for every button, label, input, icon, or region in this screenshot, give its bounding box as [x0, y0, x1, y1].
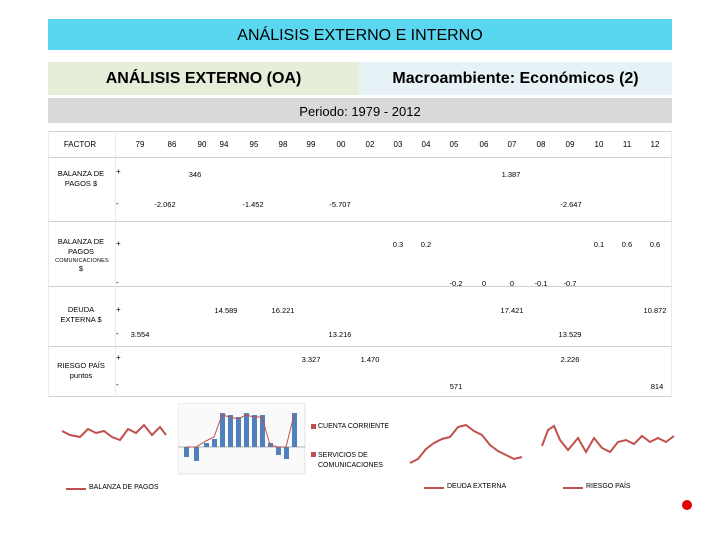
value-negative: 571 [449, 382, 463, 391]
year-header: 12 [650, 140, 660, 149]
main-title: ANÁLISIS EXTERNO E INTERNO [48, 19, 672, 50]
row-label-deuda-externa: DEUDA EXTERNA $ [60, 305, 102, 324]
value-negative: -5.707 [329, 200, 351, 209]
year-header: 05 [449, 140, 459, 149]
value-negative: 0 [481, 279, 487, 288]
value-positive: 14.589 [214, 306, 238, 315]
plus-sign: + [116, 239, 121, 248]
value-positive: 0.1 [593, 240, 605, 249]
value-positive: 10.872 [643, 306, 667, 315]
row-label-balanza-comunicaciones: BALANZA DE PAGOS [57, 237, 105, 256]
value-positive: 17.421 [500, 306, 524, 315]
value-negative: 3.554 [130, 330, 150, 339]
legend-line-deuda [424, 487, 444, 489]
period-label: Periodo: 1979 - 2012 [48, 98, 672, 123]
legend-line-balanza [66, 488, 86, 490]
value-negative: 0 [509, 279, 515, 288]
legend-servicios-comunicaciones: SERVICIOS DE COMUNICACIONES [318, 452, 383, 469]
year-header: 04 [421, 140, 431, 149]
row-unit: $ [78, 264, 84, 273]
factor-header: FACTOR [63, 140, 97, 149]
value-negative: -0.2 [449, 279, 463, 288]
year-header: 07 [507, 140, 517, 149]
riesgo-pais-line [541, 424, 675, 455]
legend-balanza-pagos: BALANZA DE PAGOS [89, 484, 159, 491]
balanza-sparkline [61, 423, 167, 442]
year-header: 00 [336, 140, 346, 149]
year-header: 86 [167, 140, 177, 149]
row-sublabel-puntos: puntos [69, 371, 93, 380]
year-header: 90 [197, 140, 207, 149]
plus-sign: + [116, 305, 121, 314]
row-label-riesgo-pais: RIESGO PAÍS [57, 361, 105, 370]
macro-environment-subtitle: Macroambiente: Económicos (2) [359, 62, 672, 95]
value-negative: -1.452 [242, 200, 264, 209]
legend-cuenta-corriente: CUENTA CORRIENTE [318, 423, 390, 430]
minus-sign: - [116, 380, 119, 389]
value-positive: 0.6 [621, 240, 633, 249]
legend-swatch [311, 424, 316, 429]
year-header: 10 [594, 140, 604, 149]
row-label-balanza-pagos: BALANZA DE PAGOS $ [57, 169, 105, 188]
value-positive: 1.470 [360, 355, 380, 364]
value-negative: 13.529 [558, 330, 582, 339]
year-header: 79 [135, 140, 145, 149]
legend-deuda-externa: DEUDA EXTERNA [447, 483, 507, 490]
value-positive: 2.226 [560, 355, 580, 364]
legend-swatch [311, 452, 316, 457]
year-header: 11 [622, 140, 632, 149]
year-header: 02 [365, 140, 375, 149]
value-negative: -2.647 [560, 200, 582, 209]
year-header: 03 [393, 140, 403, 149]
value-positive: 3.327 [301, 355, 321, 364]
minus-sign: - [116, 278, 119, 287]
comunicaciones-bar-chart [178, 403, 306, 475]
red-marker-dot [682, 500, 692, 510]
legend-line-riesgo [563, 487, 583, 489]
minus-sign: - [116, 199, 119, 208]
value-negative: -0.1 [534, 279, 548, 288]
deuda-externa-line [409, 423, 523, 464]
value-positive: 16.221 [271, 306, 295, 315]
value-positive: 1.387 [501, 170, 521, 179]
value-positive: 346 [188, 170, 202, 179]
year-header: 99 [306, 140, 316, 149]
value-negative: 814 [650, 382, 664, 391]
value-negative: -0.7 [563, 279, 577, 288]
minus-sign: - [116, 329, 119, 338]
year-header: 94 [219, 140, 229, 149]
value-positive: 0.6 [649, 240, 661, 249]
external-analysis-subtitle: ANÁLISIS EXTERNO (OA) [48, 62, 359, 95]
year-header: 06 [479, 140, 489, 149]
plus-sign: + [116, 353, 121, 362]
value-positive: 0.3 [392, 240, 404, 249]
plus-sign: + [116, 167, 121, 176]
value-negative: -2.062 [154, 200, 176, 209]
year-header: 08 [536, 140, 546, 149]
year-header: 98 [278, 140, 288, 149]
value-negative: 13.216 [328, 330, 352, 339]
economic-indicators-table: FACTOR 79 86 90 94 95 98 99 00 02 03 04 … [48, 131, 672, 397]
row-sublabel-comunicaciones: COMUNICACIONES [55, 258, 109, 264]
value-positive: 0.2 [420, 240, 432, 249]
year-header: 09 [565, 140, 575, 149]
year-header: 95 [249, 140, 259, 149]
legend-riesgo-pais: RIESGO PAÍS [586, 483, 631, 490]
